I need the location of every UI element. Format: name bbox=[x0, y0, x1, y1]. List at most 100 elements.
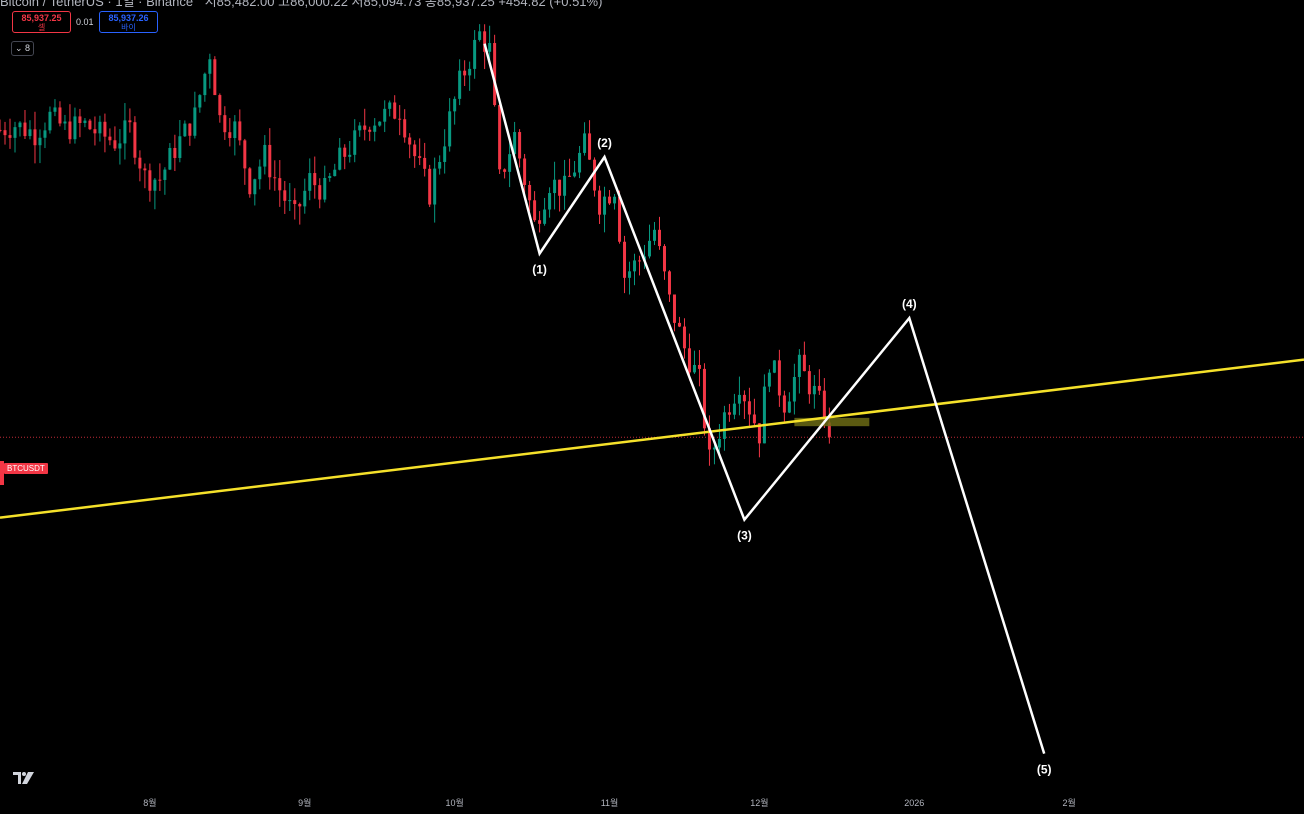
candle-body bbox=[198, 95, 202, 108]
trend-line bbox=[0, 358, 1304, 519]
x-axis: 8월 9월 10월 11월 12월 2026 2월 bbox=[143, 797, 1076, 808]
tradingview-logo-icon[interactable] bbox=[13, 771, 37, 785]
candle-body bbox=[672, 294, 676, 323]
candle-body bbox=[213, 59, 217, 96]
candle-body bbox=[3, 130, 7, 136]
candle-body bbox=[178, 136, 182, 158]
candle-body bbox=[657, 229, 661, 247]
candle-body bbox=[288, 200, 292, 202]
collapse-indicators-button[interactable]: ⌄ 8 bbox=[11, 41, 34, 56]
candle-body bbox=[448, 111, 452, 147]
zone-layer bbox=[794, 417, 870, 427]
candle-body bbox=[78, 116, 82, 123]
x-tick-label: 12월 bbox=[750, 797, 768, 808]
candle-body bbox=[742, 394, 746, 402]
candle-body bbox=[443, 146, 447, 162]
candle-body bbox=[553, 179, 557, 194]
ohlc-readout: 시85,482.00 고86,000.22 저85,094.73 종85,937… bbox=[204, 0, 603, 9]
candle-body bbox=[268, 144, 272, 178]
candle-body bbox=[273, 177, 277, 179]
candle-body bbox=[38, 137, 42, 146]
candle-body bbox=[503, 169, 507, 172]
candle-body bbox=[358, 125, 362, 131]
candle-body bbox=[63, 121, 67, 124]
candle-body bbox=[118, 143, 122, 149]
candle-body bbox=[303, 190, 307, 207]
candle-body bbox=[143, 168, 147, 171]
candle-body bbox=[433, 168, 437, 205]
candle-body bbox=[543, 209, 547, 224]
candle-body bbox=[263, 144, 267, 167]
candle-body bbox=[603, 196, 607, 215]
candle-body bbox=[737, 394, 741, 404]
candle-body bbox=[767, 372, 771, 387]
candle-body bbox=[168, 147, 172, 170]
candle-body bbox=[508, 154, 512, 172]
candle-body bbox=[598, 190, 602, 215]
candle-body bbox=[583, 133, 587, 153]
wave-label: (5) bbox=[1037, 763, 1052, 777]
candle-body bbox=[428, 168, 432, 205]
candle-body bbox=[652, 229, 656, 241]
candle-body bbox=[348, 154, 352, 157]
x-tick-label: 9월 bbox=[298, 797, 311, 808]
indicator-count: 8 bbox=[25, 43, 31, 53]
candle-body bbox=[687, 348, 691, 373]
candle-body bbox=[463, 70, 467, 76]
sell-button[interactable]: 85,937.25 셀 bbox=[12, 11, 71, 33]
candle-body bbox=[568, 175, 572, 177]
candle-body bbox=[538, 220, 542, 224]
candle-body bbox=[667, 271, 671, 295]
candle-body bbox=[318, 185, 322, 200]
x-tick-label: 8월 bbox=[143, 797, 156, 808]
candle-body bbox=[393, 102, 397, 119]
candle-body bbox=[623, 241, 627, 278]
candle-body bbox=[243, 140, 247, 169]
candle-body bbox=[827, 422, 831, 438]
x-tick-label: 10월 bbox=[446, 797, 464, 808]
candle-body bbox=[258, 166, 262, 180]
candle-body bbox=[18, 122, 22, 128]
spread-value: 0.01 bbox=[76, 17, 94, 27]
candle-body bbox=[228, 132, 232, 139]
buy-button[interactable]: 85,937.26 바이 bbox=[99, 11, 158, 33]
x-tick-label: 2월 bbox=[1063, 797, 1076, 808]
candle-body bbox=[383, 108, 387, 122]
candle-body bbox=[817, 385, 821, 391]
candle-body bbox=[528, 184, 532, 201]
candle-body bbox=[253, 179, 257, 195]
candle-body bbox=[812, 385, 816, 395]
candle-body bbox=[313, 173, 317, 186]
candle-body bbox=[73, 116, 77, 140]
candle-body bbox=[747, 401, 751, 415]
sell-label: 셀 bbox=[37, 23, 46, 32]
trend-line-layer bbox=[0, 358, 1304, 519]
price-tag-marker bbox=[0, 461, 4, 485]
candle-body bbox=[298, 204, 302, 207]
candle-body bbox=[8, 135, 12, 138]
candle-body bbox=[403, 119, 407, 138]
candle-body bbox=[43, 130, 47, 138]
candle-body bbox=[473, 39, 477, 69]
candle-body bbox=[797, 354, 801, 377]
candle-body bbox=[533, 200, 537, 221]
candle-body bbox=[578, 152, 582, 173]
candle-body bbox=[293, 200, 297, 205]
candle-body bbox=[373, 125, 377, 132]
candle-body bbox=[133, 122, 137, 158]
candle-body bbox=[563, 175, 567, 196]
candle-body bbox=[777, 360, 781, 396]
candle-body bbox=[558, 179, 562, 196]
elliott-wave-layer: (1) (2) (3) (4) (5) bbox=[483, 43, 1052, 777]
candle-body bbox=[523, 158, 527, 185]
candle-body bbox=[692, 364, 696, 373]
candle-body bbox=[822, 390, 826, 423]
candle-body bbox=[13, 127, 17, 138]
candle-body bbox=[787, 401, 791, 413]
symbol-header: Bitcoin / TetherUS · 1일 · Binance 시85,48… bbox=[0, 0, 700, 9]
candle-body bbox=[478, 31, 482, 40]
candle-body bbox=[418, 156, 422, 158]
candle-body bbox=[138, 157, 142, 169]
candle-body bbox=[468, 68, 472, 76]
